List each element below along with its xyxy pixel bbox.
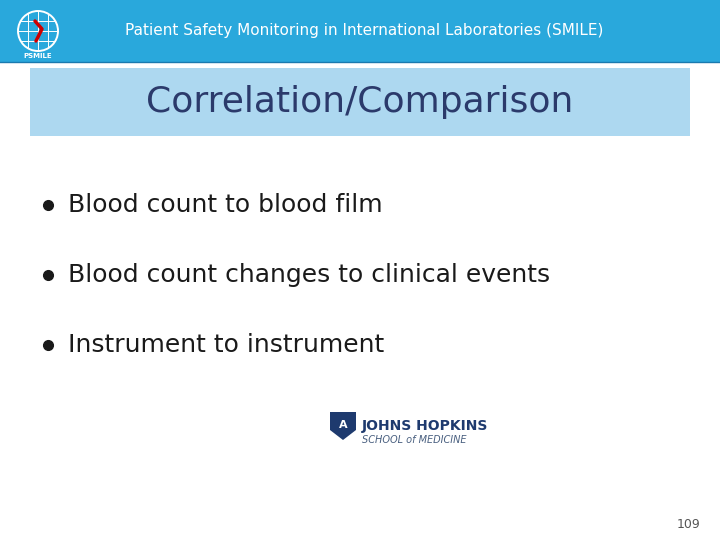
Bar — [0, 0, 720, 62]
Text: Blood count changes to clinical events: Blood count changes to clinical events — [68, 263, 550, 287]
Text: Correlation/Comparison: Correlation/Comparison — [146, 85, 574, 119]
Text: A: A — [338, 420, 347, 430]
Text: SCHOOL of MEDICINE: SCHOOL of MEDICINE — [362, 435, 467, 445]
Bar — [30, 68, 690, 136]
Text: PSMILE: PSMILE — [24, 53, 53, 59]
Text: Patient Safety Monitoring in International Laboratories (SMILE): Patient Safety Monitoring in Internation… — [125, 24, 603, 38]
Text: 109: 109 — [676, 518, 700, 531]
Text: JOHNS HOPKINS: JOHNS HOPKINS — [362, 419, 488, 433]
Polygon shape — [330, 412, 356, 440]
Text: Instrument to instrument: Instrument to instrument — [68, 333, 384, 357]
Text: Blood count to blood film: Blood count to blood film — [68, 193, 382, 217]
